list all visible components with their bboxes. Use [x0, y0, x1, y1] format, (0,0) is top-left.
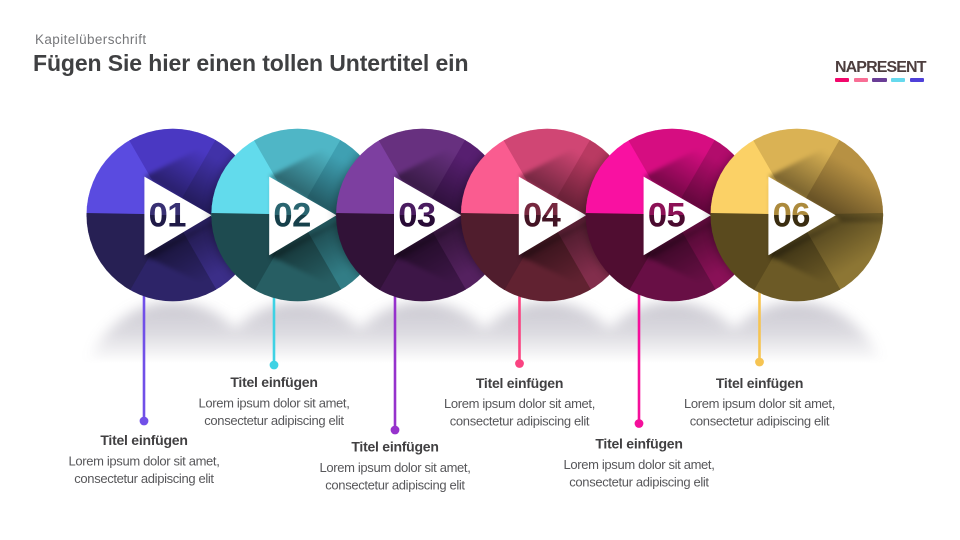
svg-text:Lorem ipsum dolor sit amet,: Lorem ipsum dolor sit amet, [444, 396, 595, 411]
svg-text:Titel einfügen: Titel einfügen [595, 436, 682, 452]
svg-text:01: 01 [149, 197, 187, 235]
svg-text:Lorem ipsum dolor sit amet,: Lorem ipsum dolor sit amet, [199, 396, 350, 411]
svg-text:Lorem ipsum dolor sit amet,: Lorem ipsum dolor sit amet, [320, 460, 471, 475]
svg-text:Titel einfügen: Titel einfügen [100, 432, 187, 448]
svg-text:05: 05 [648, 197, 686, 235]
svg-text:03: 03 [398, 197, 435, 235]
svg-text:Lorem ipsum dolor sit amet,: Lorem ipsum dolor sit amet, [684, 396, 835, 411]
svg-text:06: 06 [773, 197, 810, 235]
svg-text:consectetur adipiscing elit: consectetur adipiscing elit [74, 471, 214, 486]
svg-text:consectetur adipiscing elit: consectetur adipiscing elit [204, 413, 344, 428]
svg-text:consectetur adipiscing elit: consectetur adipiscing elit [450, 414, 590, 429]
svg-text:Titel einfügen: Titel einfügen [351, 439, 438, 455]
svg-text:04: 04 [523, 197, 561, 235]
svg-text:02: 02 [273, 197, 310, 235]
svg-text:Titel einfügen: Titel einfügen [230, 374, 317, 390]
svg-text:Lorem ipsum dolor sit amet,: Lorem ipsum dolor sit amet, [564, 457, 715, 472]
svg-text:Titel einfügen: Titel einfügen [476, 375, 563, 391]
svg-text:Lorem ipsum dolor sit amet,: Lorem ipsum dolor sit amet, [69, 453, 220, 468]
svg-text:consectetur adipiscing elit: consectetur adipiscing elit [569, 475, 709, 490]
svg-text:consectetur adipiscing elit: consectetur adipiscing elit [690, 414, 830, 429]
svg-text:consectetur adipiscing elit: consectetur adipiscing elit [325, 478, 465, 493]
svg-text:Titel einfügen: Titel einfügen [716, 375, 803, 391]
